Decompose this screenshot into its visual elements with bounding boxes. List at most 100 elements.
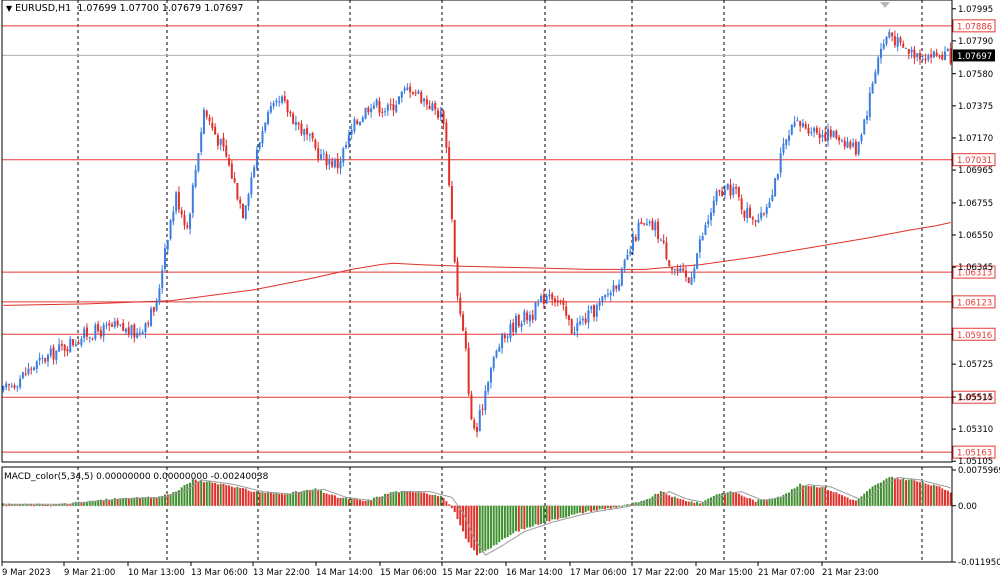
- macd-bar: [907, 479, 910, 506]
- bullish-candle: [776, 174, 779, 180]
- macd-bar: [946, 490, 949, 506]
- bearish-candle: [737, 187, 740, 198]
- bullish-candle: [860, 134, 863, 142]
- macd-bar: [27, 504, 30, 506]
- current-price-box: [953, 49, 995, 62]
- macd-bar: [286, 494, 289, 506]
- macd-bar: [676, 498, 679, 506]
- macd-bar: [325, 493, 328, 506]
- bullish-candle: [294, 121, 297, 126]
- macd-bar: [272, 493, 275, 506]
- macd-bar: [512, 505, 515, 534]
- bearish-candle: [122, 322, 125, 331]
- ohlc-readout: 1.07699 1.07700 1.07679 1.07697: [77, 3, 244, 14]
- macd-label: MACD_color(5,34,5) 0.00000000 0.00000000…: [4, 472, 269, 482]
- bearish-candle: [740, 198, 743, 210]
- macd-bar: [726, 492, 729, 506]
- macd-bar: [515, 505, 518, 532]
- macd-bar: [810, 486, 813, 506]
- bearish-candle: [849, 142, 852, 148]
- y-tick-label: 1.05725: [958, 360, 993, 370]
- bullish-candle: [863, 119, 866, 135]
- x-tick-label: 21 Mar 23:00: [822, 568, 879, 578]
- macd-bar: [267, 492, 270, 506]
- bullish-candle: [328, 160, 331, 165]
- macd-bar: [303, 490, 306, 506]
- macd-bar: [626, 504, 629, 506]
- bullish-candle: [645, 223, 648, 225]
- bullish-candle: [169, 220, 172, 239]
- macd-bar: [584, 505, 587, 513]
- bullish-candle: [372, 105, 375, 109]
- macd-bar: [846, 497, 849, 506]
- bearish-candle: [91, 338, 94, 340]
- macd-bar: [528, 505, 531, 528]
- bullish-candle: [905, 48, 908, 50]
- macd-bar: [428, 494, 431, 506]
- macd-bar: [250, 491, 253, 506]
- macd-bar: [345, 497, 348, 506]
- bearish-candle: [211, 122, 214, 129]
- chart-frame: [1, 0, 953, 563]
- bullish-candle: [69, 338, 72, 353]
- bearish-candle: [657, 221, 660, 240]
- macd-bar: [353, 498, 356, 506]
- bullish-candle: [595, 305, 598, 317]
- bearish-candle: [317, 148, 320, 160]
- bullish-candle: [150, 308, 153, 326]
- macd-bar: [567, 505, 570, 517]
- macd-bar: [130, 498, 133, 506]
- macd-bar: [581, 505, 584, 514]
- macd-bar: [102, 500, 105, 506]
- macd-bar: [119, 498, 122, 506]
- bearish-candle: [414, 92, 417, 94]
- macd-bar: [308, 490, 311, 506]
- macd-bar: [434, 494, 437, 506]
- bullish-candle: [267, 112, 270, 125]
- bullish-candle: [916, 53, 919, 58]
- bearish-candle: [442, 110, 445, 124]
- macd-bar: [297, 491, 300, 506]
- macd-bar: [910, 479, 913, 506]
- bullish-candle: [113, 321, 116, 327]
- triangle-down-icon[interactable]: ▼: [6, 4, 13, 13]
- macd-bar: [618, 505, 621, 507]
- macd-bar: [300, 491, 303, 506]
- bearish-candle: [425, 99, 428, 105]
- bullish-candle: [598, 302, 601, 307]
- macd-bar: [818, 487, 821, 506]
- macd-bar: [804, 485, 807, 506]
- macd-bar: [244, 488, 247, 506]
- macd-bar: [80, 502, 83, 506]
- macd-bar: [882, 480, 885, 506]
- bullish-candle: [386, 104, 389, 111]
- macd-bar: [629, 504, 632, 506]
- bullish-candle: [866, 115, 869, 120]
- macd-bar: [222, 483, 225, 506]
- macd-bar: [891, 476, 894, 506]
- macd-bar: [665, 494, 668, 506]
- macd-bar: [342, 497, 345, 506]
- bearish-candle: [111, 324, 114, 327]
- bullish-candle: [94, 324, 97, 339]
- macd-bar: [771, 498, 774, 506]
- bearish-candle: [687, 277, 690, 284]
- macd-bar: [389, 492, 392, 506]
- macd-bar: [319, 490, 322, 506]
- macd-bar: [372, 497, 375, 506]
- bullish-candle: [280, 96, 283, 103]
- macd-bar: [202, 482, 205, 506]
- macd-bar: [367, 499, 370, 506]
- bullish-candle: [163, 248, 166, 270]
- bearish-candle: [804, 123, 807, 129]
- macd-bar: [776, 496, 779, 506]
- macd-bar: [860, 496, 863, 506]
- macd-bar: [657, 493, 660, 506]
- macd-bar: [854, 500, 857, 506]
- macd-bar: [506, 505, 509, 538]
- bearish-candle: [233, 178, 236, 183]
- bearish-candle: [473, 420, 476, 429]
- bullish-candle: [19, 378, 22, 388]
- macd-bar: [46, 504, 49, 506]
